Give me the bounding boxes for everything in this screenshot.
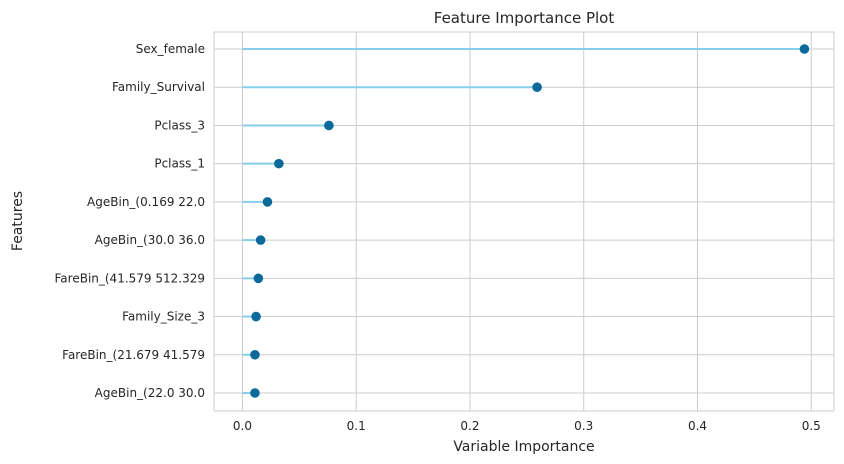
x-tick-label: 0.0 (233, 419, 252, 433)
importance-marker (274, 158, 284, 169)
y-tick-labels: Sex_female Family_Survival Pclass_3 Pclass_… (55, 42, 206, 400)
markers (250, 44, 810, 398)
importance-marker (532, 82, 542, 93)
y-tick-label: AgeBin_(0.169 22.0 (87, 195, 205, 209)
importance-marker (324, 120, 334, 131)
y-tick-label: Pclass_1 (154, 157, 205, 171)
chart-title: Feature Importance Plot (434, 9, 615, 27)
x-tick-label: 0.1 (347, 419, 366, 433)
x-tick-label: 0.3 (574, 419, 593, 433)
importance-marker (250, 349, 260, 360)
y-tick-label: FareBin_(21.679 41.579 (62, 348, 205, 362)
importance-marker (799, 44, 810, 54)
importance-marker (253, 273, 264, 284)
x-tick-labels: 0.0 0.1 0.2 0.3 0.4 0.5 (233, 419, 821, 433)
x-axis-label: Variable Importance (453, 439, 594, 455)
y-tick-label: Family_Survival (112, 80, 205, 94)
y-tick-label: AgeBin_(22.0 30.0 (95, 386, 205, 400)
y-tick-label: AgeBin_(30.0 36.0 (95, 233, 205, 247)
x-tick-label: 0.5 (802, 419, 821, 433)
y-tick-label: Sex_female (136, 42, 205, 56)
y-tick-label: Pclass_3 (154, 118, 205, 132)
importance-marker (251, 311, 261, 322)
importance-marker (262, 197, 273, 207)
importance-marker (255, 235, 266, 245)
y-tick-label: FareBin_(41.579 512.329 (55, 271, 206, 285)
x-tick-label: 0.4 (688, 419, 707, 433)
x-tick-label: 0.2 (460, 419, 479, 433)
plot-area (213, 31, 835, 412)
y-axis-label: Features (10, 191, 26, 251)
y-tick-label: Family_Size_3 (122, 310, 205, 324)
importance-marker (250, 388, 260, 398)
